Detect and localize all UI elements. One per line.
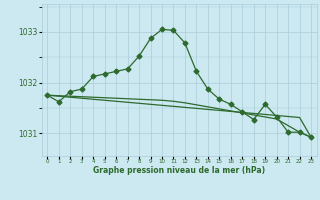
X-axis label: Graphe pression niveau de la mer (hPa): Graphe pression niveau de la mer (hPa) [93,166,265,175]
